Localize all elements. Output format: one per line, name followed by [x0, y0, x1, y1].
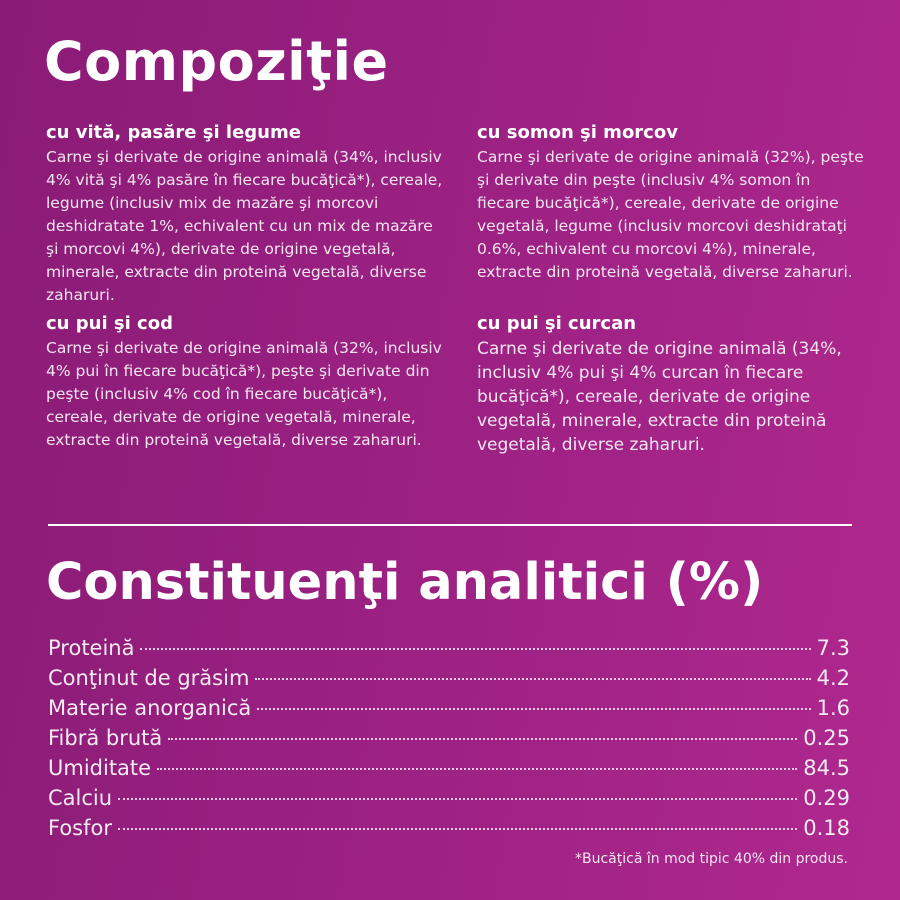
table-row: Umiditate 84.5: [48, 753, 850, 783]
row-label: Materie anorganică: [48, 696, 252, 720]
row-label: Conţinut de grăsim: [48, 666, 250, 690]
recipe-text: Carne şi derivate de origine animală (32…: [46, 339, 442, 449]
title: Compoziţie: [44, 30, 389, 93]
leader-dots: [257, 708, 811, 710]
recipe: cu somon şi morcov Carne şi derivate de o…: [477, 120, 867, 307]
row-label: Proteină: [48, 636, 135, 660]
row-value: 0.29: [803, 786, 850, 810]
row-label: Umiditate: [48, 756, 152, 780]
recipe-text: Carne şi derivate de origine animală (34…: [477, 339, 842, 455]
section-title: Constituenţi analitici (%): [46, 553, 764, 612]
table-row: Fibră brută 0.25: [48, 723, 850, 753]
recipe-title: cu vită, pasăre şi legume: [46, 122, 301, 143]
recipe: cu pui şi cod Carne şi derivate de origin…: [46, 311, 446, 457]
table-row: Calciu 0.29: [48, 783, 850, 813]
leader-dots: [118, 798, 798, 800]
analysis-table: Proteină 7.3 Conţinut de grăsim 4.2 Materie …: [48, 633, 850, 843]
row-value: 84.5: [803, 756, 850, 780]
recipe: cu pui şi curcan Carne şi derivate de ori…: [477, 311, 867, 457]
row-label: Fibră brută: [48, 726, 163, 750]
recipe-text: Carne şi derivate de origine animală (32…: [477, 148, 864, 281]
recipe-title: cu pui şi curcan: [477, 313, 637, 334]
leader-dots: [168, 738, 798, 740]
leader-dots: [157, 768, 798, 770]
recipe: cu vită, pasăre şi legume Carne şi deriva…: [46, 120, 446, 307]
row-value: 0.18: [803, 816, 850, 840]
leader-dots: [118, 828, 798, 830]
table-row: Conţinut de grăsim 4.2: [48, 663, 850, 693]
row-label: Fosfor: [48, 816, 112, 840]
row-value: 7.3: [816, 636, 850, 660]
table-row: Proteină 7.3: [48, 633, 850, 663]
row-value: 4.2: [816, 666, 850, 690]
table-row: Fosfor 0.18: [48, 813, 850, 843]
table-row: Materie anorganică 1.6: [48, 693, 850, 723]
leader-dots: [255, 678, 811, 680]
divider: [48, 524, 852, 526]
row-value: 0.25: [803, 726, 850, 750]
recipe-text: Carne şi derivate de origine animală (34…: [46, 148, 443, 304]
recipes: cu vită, pasăre şi legume Carne şi deriva…: [46, 120, 866, 457]
leader-dots: [140, 648, 811, 650]
recipe-title: cu pui şi cod: [46, 313, 173, 334]
row-label: Calciu: [48, 786, 113, 810]
recipe-title: cu somon şi morcov: [477, 122, 678, 143]
row-value: 1.6: [816, 696, 850, 720]
footnote: *Bucăţică în mod tipic 40% din produs.: [575, 851, 848, 867]
